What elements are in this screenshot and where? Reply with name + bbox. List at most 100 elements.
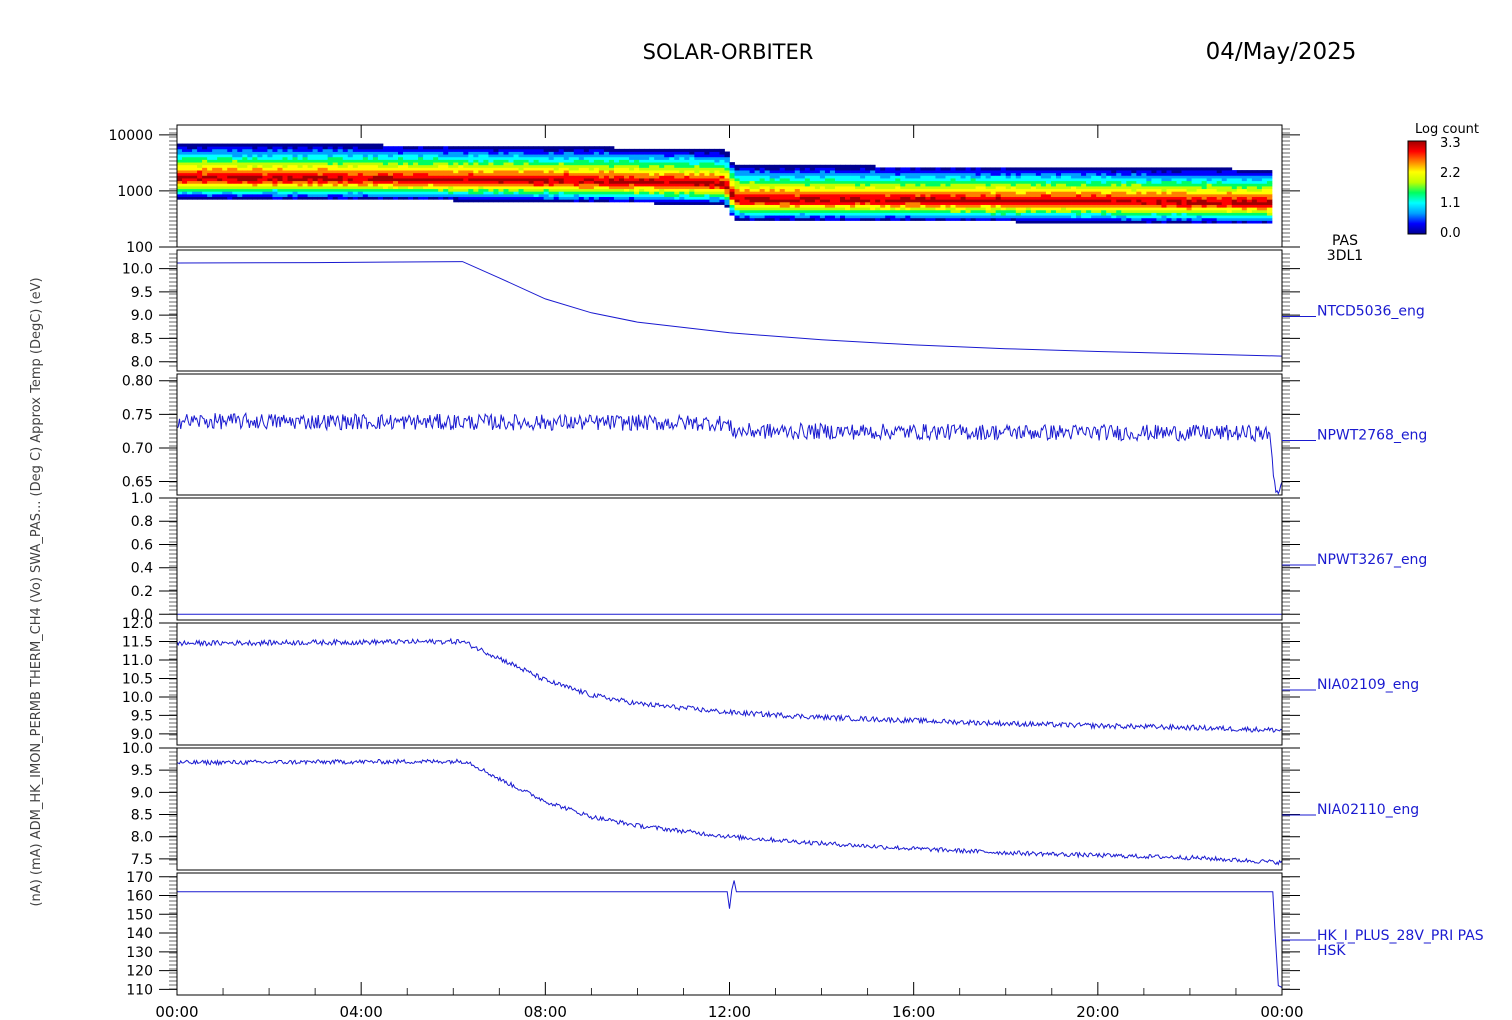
heatmap-cell xyxy=(1076,170,1082,174)
heatmap-cell xyxy=(1261,201,1268,205)
heatmap-cell xyxy=(940,193,946,198)
heatmap-cell xyxy=(578,167,585,171)
heatmap-cell xyxy=(1111,178,1117,182)
heatmap-cell xyxy=(965,188,971,192)
heatmap-cell xyxy=(327,156,334,160)
heatmap-cell xyxy=(498,162,504,166)
heatmap-cell xyxy=(724,180,730,184)
heatmap-cell xyxy=(1216,220,1223,224)
heatmap-cell xyxy=(699,183,705,187)
heatmap-cell xyxy=(1136,199,1142,203)
heatmap-cell xyxy=(754,175,761,179)
heatmap-cell xyxy=(920,180,926,184)
heatmap-cell xyxy=(930,204,936,208)
heatmap-cell xyxy=(1221,217,1228,221)
heatmap-cell xyxy=(905,209,911,213)
heatmap-cell xyxy=(940,180,946,184)
heatmap-cell xyxy=(533,172,540,176)
heatmap-cell xyxy=(880,175,886,179)
heatmap-cell xyxy=(1081,212,1087,216)
heatmap-cell xyxy=(729,209,735,213)
heatmap-cell xyxy=(819,180,826,184)
heatmap-cell xyxy=(1035,193,1042,198)
heatmap-cell xyxy=(302,151,308,155)
heatmap-cell xyxy=(1166,215,1172,219)
heatmap-cell xyxy=(890,180,896,184)
heatmap-cell xyxy=(639,178,645,182)
heatmap-cell xyxy=(1030,191,1037,195)
heatmap-cell xyxy=(237,148,243,152)
heatmap-cell xyxy=(272,164,278,168)
heatmap-cell xyxy=(367,186,374,190)
heatmap-cell xyxy=(719,178,725,182)
heatmap-cell xyxy=(734,191,740,195)
heatmap-cell xyxy=(372,191,379,195)
heatmap-cell xyxy=(207,193,213,198)
heatmap-cell xyxy=(1136,196,1142,200)
heatmap-cell xyxy=(553,186,560,190)
heatmap-cell xyxy=(980,178,987,182)
heatmap-cell xyxy=(327,186,334,190)
heatmap-cell xyxy=(237,170,243,174)
heatmap-cell xyxy=(860,217,866,221)
heatmap-cell xyxy=(960,170,966,174)
heatmap-cell xyxy=(237,167,243,171)
heatmap-cell xyxy=(1076,212,1082,216)
heatmap-cell xyxy=(588,193,595,198)
heatmap-cell xyxy=(352,172,359,176)
heatmap-cell xyxy=(1171,212,1177,216)
heatmap-cell xyxy=(302,180,308,184)
heatmap-cell xyxy=(764,188,771,192)
heatmap-cell xyxy=(754,186,761,190)
heatmap-cell xyxy=(563,148,570,152)
heatmap-cell xyxy=(619,180,625,184)
heatmap-cell xyxy=(1000,172,1007,176)
heatmap-cell xyxy=(1261,170,1268,174)
heatmap-cell xyxy=(242,188,248,192)
heatmap-cell xyxy=(177,151,183,155)
heatmap-cell xyxy=(1201,172,1208,176)
heatmap-cell xyxy=(1091,217,1097,221)
heatmap-cell xyxy=(840,201,846,205)
heatmap-cell xyxy=(779,209,786,213)
heatmap-cell xyxy=(262,167,268,171)
heatmap-cell xyxy=(834,188,841,192)
heatmap-cell xyxy=(593,146,600,150)
heatmap-cell xyxy=(237,183,243,187)
heatmap-cell xyxy=(488,196,494,200)
heatmap-cell xyxy=(1181,186,1187,190)
heatmap-cell xyxy=(503,196,509,200)
heatmap-cell xyxy=(282,162,288,166)
heatmap-cell xyxy=(995,207,1002,211)
heatmap-cell xyxy=(1081,193,1087,198)
heatmap-cell xyxy=(1025,178,1032,182)
heatmap-cell xyxy=(890,199,896,203)
heatmap-cell xyxy=(764,175,771,179)
heatmap-cell xyxy=(1030,220,1037,224)
heatmap-cell xyxy=(438,196,444,200)
heatmap-cell xyxy=(292,188,298,192)
heatmap-cell xyxy=(568,148,575,152)
heatmap-cell xyxy=(1055,180,1062,184)
heatmap-cell xyxy=(1251,172,1258,176)
heatmap-cell xyxy=(247,175,253,179)
heatmap-cell xyxy=(317,170,324,174)
heatmap-cell xyxy=(428,188,434,192)
heatmap-cell xyxy=(719,164,725,168)
heatmap-cell xyxy=(1121,183,1127,187)
heatmap-cell xyxy=(1161,172,1167,176)
heatmap-cell xyxy=(1096,207,1102,211)
heatmap-cell xyxy=(1121,178,1127,182)
heatmap-cell xyxy=(619,193,625,198)
heatmap-cell xyxy=(629,148,635,152)
heatmap-cell xyxy=(1055,186,1062,190)
heatmap-cell xyxy=(568,159,575,163)
heatmap-cell xyxy=(473,178,479,182)
heatmap-cell xyxy=(684,178,690,182)
heatmap-cell xyxy=(799,215,806,219)
heatmap-cell xyxy=(1236,209,1243,213)
heatmap-cell xyxy=(719,148,725,152)
heatmap-cell xyxy=(794,170,801,174)
heatmap-cell xyxy=(558,164,565,168)
heatmap-cell xyxy=(503,146,509,150)
